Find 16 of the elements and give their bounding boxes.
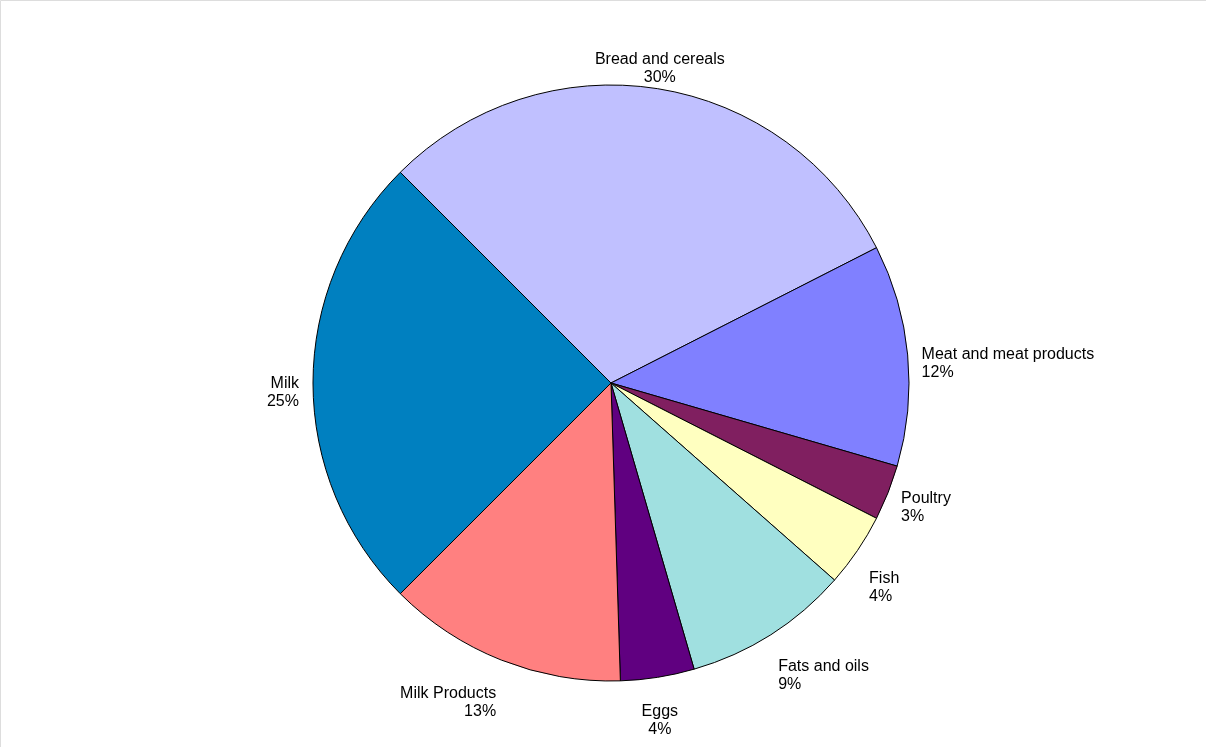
- slice-label: Fats and oils: [778, 657, 869, 675]
- slice-label: Poultry: [901, 488, 951, 506]
- data-label: 4%: [869, 587, 893, 605]
- data-label: 30%: [643, 67, 676, 85]
- slice-label: Milk Products: [400, 684, 497, 702]
- data-label: 4%: [648, 720, 672, 738]
- slice-label: Eggs: [641, 702, 679, 720]
- slice-label: Bread and cereals: [594, 49, 725, 67]
- data-label: 12%: [921, 362, 954, 380]
- data-label: 3%: [901, 506, 925, 524]
- slice-label: Milk: [270, 374, 300, 391]
- data-label: 25%: [266, 392, 299, 409]
- slice-label: Fish: [869, 569, 900, 587]
- data-label: 9%: [778, 675, 802, 693]
- slice-label: Meat and meat products: [921, 344, 1095, 362]
- data-label: 13%: [464, 702, 497, 720]
